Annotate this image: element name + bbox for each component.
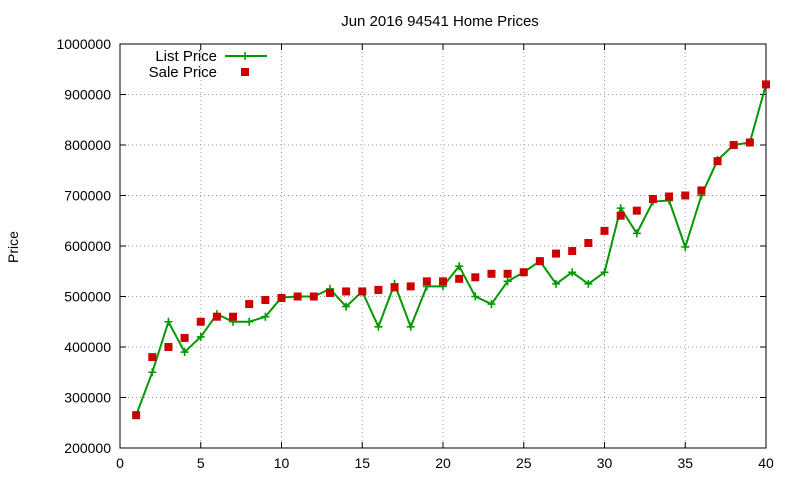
y-tick-label: 600000 bbox=[64, 238, 111, 254]
list-price-point bbox=[616, 204, 625, 213]
x-tick-label: 20 bbox=[435, 455, 451, 471]
list-price-point bbox=[245, 317, 254, 326]
sale-price-point bbox=[455, 274, 464, 283]
y-tick-label: 400000 bbox=[64, 339, 111, 355]
y-tick-label: 1000000 bbox=[56, 36, 111, 52]
sale-price-point bbox=[406, 282, 415, 291]
list-price-point bbox=[600, 268, 609, 277]
list-price-point bbox=[584, 279, 593, 288]
list-price-point bbox=[471, 292, 480, 301]
x-tick-label: 25 bbox=[516, 455, 532, 471]
sale-price-point bbox=[309, 292, 318, 301]
sale-price-point bbox=[681, 191, 690, 200]
sale-price-point bbox=[374, 285, 383, 294]
sale-price-point bbox=[632, 206, 641, 215]
sale-price-point bbox=[648, 195, 657, 204]
sale-price-point bbox=[600, 226, 609, 235]
y-tick-label: 700000 bbox=[64, 188, 111, 204]
sale-price-point bbox=[293, 292, 302, 301]
list-price-point bbox=[261, 312, 270, 321]
sale-price-point bbox=[616, 211, 625, 220]
sale-price-point bbox=[584, 238, 593, 247]
sale-price-point bbox=[471, 273, 480, 282]
sale-price-point bbox=[487, 269, 496, 278]
list-price-point bbox=[632, 229, 641, 238]
sale-price-point bbox=[519, 268, 528, 277]
list-price-point bbox=[552, 279, 561, 288]
sale-price-point bbox=[568, 247, 577, 256]
sale-price-point bbox=[261, 296, 270, 305]
y-tick-label: 200000 bbox=[64, 440, 111, 456]
x-tick-label: 0 bbox=[116, 455, 124, 471]
list-price-point bbox=[487, 300, 496, 309]
list-price-point bbox=[196, 332, 205, 341]
legend-label-sale-price: Sale Price bbox=[149, 64, 217, 81]
sale-price-point bbox=[342, 287, 351, 296]
y-axis-label: Price bbox=[5, 231, 21, 263]
list-price-line bbox=[135, 84, 767, 416]
sale-price-point bbox=[229, 312, 238, 321]
list-price-point bbox=[406, 322, 415, 331]
chart-title: Jun 2016 94541 Home Prices bbox=[341, 13, 539, 30]
x-tick-label: 15 bbox=[354, 455, 370, 471]
sale-price-point bbox=[164, 343, 173, 351]
list-price-point bbox=[148, 368, 157, 377]
sale-price-point bbox=[180, 333, 189, 342]
axes bbox=[119, 43, 767, 449]
list-price-point bbox=[164, 317, 173, 326]
legend-marker-sale-price bbox=[241, 68, 249, 76]
sale-price-point bbox=[196, 317, 205, 326]
sale-price-point bbox=[245, 300, 254, 309]
x-tick-label: 30 bbox=[597, 455, 613, 471]
sale-price-point bbox=[325, 288, 334, 297]
list-price-point bbox=[568, 268, 577, 277]
data-series bbox=[132, 80, 770, 420]
sale-price-point bbox=[358, 287, 367, 296]
y-tick-label: 300000 bbox=[64, 390, 111, 406]
sale-price-point bbox=[762, 80, 770, 89]
sale-price-point bbox=[503, 269, 512, 278]
sale-price-point bbox=[713, 157, 722, 166]
x-tick-label: 5 bbox=[197, 455, 205, 471]
legend-label-list-price: List Price bbox=[155, 48, 217, 65]
list-price-point bbox=[342, 302, 351, 311]
list-price-point bbox=[455, 262, 464, 271]
y-tick-label: 500000 bbox=[64, 289, 111, 305]
sale-price-point bbox=[552, 249, 561, 258]
grid-lines bbox=[120, 44, 766, 448]
tick-labels: 0 5 10 15 20 25 30 35 40 200000 300000 400000 500000… bbox=[56, 36, 774, 471]
sale-price-point bbox=[439, 277, 447, 286]
sale-price-point bbox=[535, 257, 544, 266]
list-price-point bbox=[180, 348, 189, 357]
sale-price-point bbox=[665, 192, 674, 201]
x-tick-label: 35 bbox=[677, 455, 693, 471]
sale-price-point bbox=[697, 186, 706, 195]
sale-price-point bbox=[132, 411, 141, 420]
legend-marker-list-price bbox=[241, 52, 249, 60]
sale-price-point bbox=[277, 294, 286, 303]
y-tick-label: 900000 bbox=[64, 87, 111, 103]
sale-price-point bbox=[390, 283, 399, 292]
x-tick-label: 40 bbox=[758, 455, 774, 471]
sale-price-point bbox=[422, 277, 431, 286]
y-tick-label: 800000 bbox=[64, 137, 111, 153]
sale-price-point bbox=[212, 312, 221, 321]
list-price-point bbox=[681, 243, 690, 252]
list-price-point bbox=[503, 277, 512, 286]
sale-price-point bbox=[745, 138, 754, 147]
sale-price-point bbox=[729, 141, 738, 149]
list-price-point bbox=[374, 322, 383, 331]
x-tick-label: 10 bbox=[274, 455, 290, 471]
sale-price-point bbox=[148, 353, 157, 362]
